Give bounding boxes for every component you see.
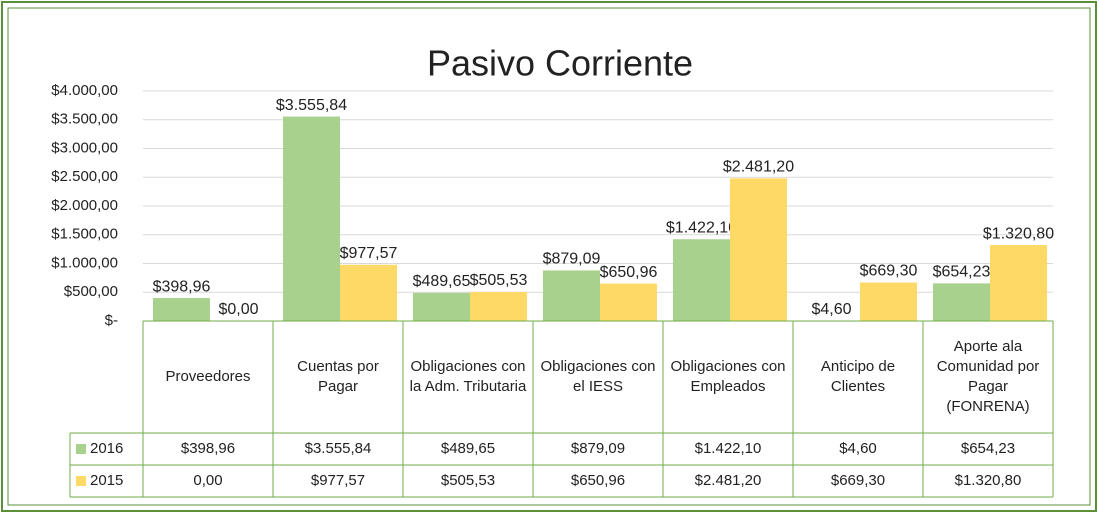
value-label: $398,96 (153, 278, 211, 295)
table-cell: $669,30 (831, 472, 885, 489)
table-cell: 0,00 (193, 472, 222, 489)
y-tick-label: $3.500,00 (51, 111, 118, 128)
category-label: Proveedores (165, 368, 251, 385)
bar (470, 291, 527, 321)
value-label: $650,96 (600, 264, 658, 281)
category-label: Obligaciones con el IESS (540, 358, 656, 395)
bar (860, 282, 917, 321)
bar (153, 298, 210, 321)
bar (673, 239, 730, 321)
table-cell: $654,23 (961, 440, 1015, 457)
table-cell: $879,09 (571, 440, 625, 457)
table-cell: $977,57 (311, 472, 365, 489)
bar (283, 116, 340, 321)
value-label: $3.555,84 (276, 97, 347, 114)
category-label: Obligaciones con la Adm. Tributaria (409, 358, 527, 395)
value-label: $505,53 (470, 272, 528, 289)
value-label: $2.481,20 (723, 159, 794, 176)
y-tick-label: $1.500,00 (51, 226, 118, 243)
table-cell: $4,60 (839, 440, 877, 457)
value-label: $1.320,80 (983, 225, 1054, 242)
y-tick-label: $4.000,00 (51, 82, 118, 99)
table-cell: $2.481,20 (695, 472, 762, 489)
bar (600, 283, 657, 321)
value-label: $977,57 (340, 245, 398, 262)
value-label: $489,65 (413, 273, 471, 290)
category-label: Obligaciones con Empleados (670, 358, 786, 395)
table-cell: $505,53 (441, 472, 495, 489)
y-tick-label: $500,00 (64, 283, 118, 300)
bar (730, 178, 787, 321)
value-label: $1.422,10 (666, 219, 737, 236)
y-tick-label: $- (105, 312, 118, 329)
chart-title: Pasivo Corriente (427, 43, 693, 84)
bar (413, 292, 470, 321)
frame-inner (7, 7, 1091, 506)
value-label: $654,23 (933, 264, 991, 281)
bar (543, 270, 600, 321)
category-label: Cuentas por Pagar (297, 358, 379, 395)
table-cell: $398,96 (181, 440, 235, 457)
table-cell: $1.422,10 (695, 440, 762, 457)
table-cell: $1.320,80 (955, 472, 1022, 489)
value-label: $879,09 (543, 251, 601, 268)
y-tick-label: $1.000,00 (51, 254, 118, 271)
bar (340, 264, 397, 321)
table-cell: $3.555,84 (305, 440, 372, 457)
value-label: $0,00 (218, 301, 258, 318)
legend-label: 2015 (90, 472, 123, 489)
value-label: $669,30 (860, 263, 918, 280)
category-label: Anticipo de Clientes (820, 358, 896, 395)
y-tick-label: $2.000,00 (51, 197, 118, 214)
y-tick-label: $3.000,00 (51, 139, 118, 156)
table-cell: $650,96 (571, 472, 625, 489)
value-label: $4,60 (811, 301, 851, 318)
legend-swatch (76, 476, 86, 486)
category-label: Aporte ala Comunidad por Pagar (FONRENA) (936, 338, 1040, 415)
table-cell: $489,65 (441, 440, 495, 457)
bar (933, 283, 990, 321)
y-tick-label: $2.500,00 (51, 168, 118, 185)
bar (990, 245, 1047, 321)
legend-swatch (76, 444, 86, 454)
legend-label: 2016 (90, 440, 123, 457)
